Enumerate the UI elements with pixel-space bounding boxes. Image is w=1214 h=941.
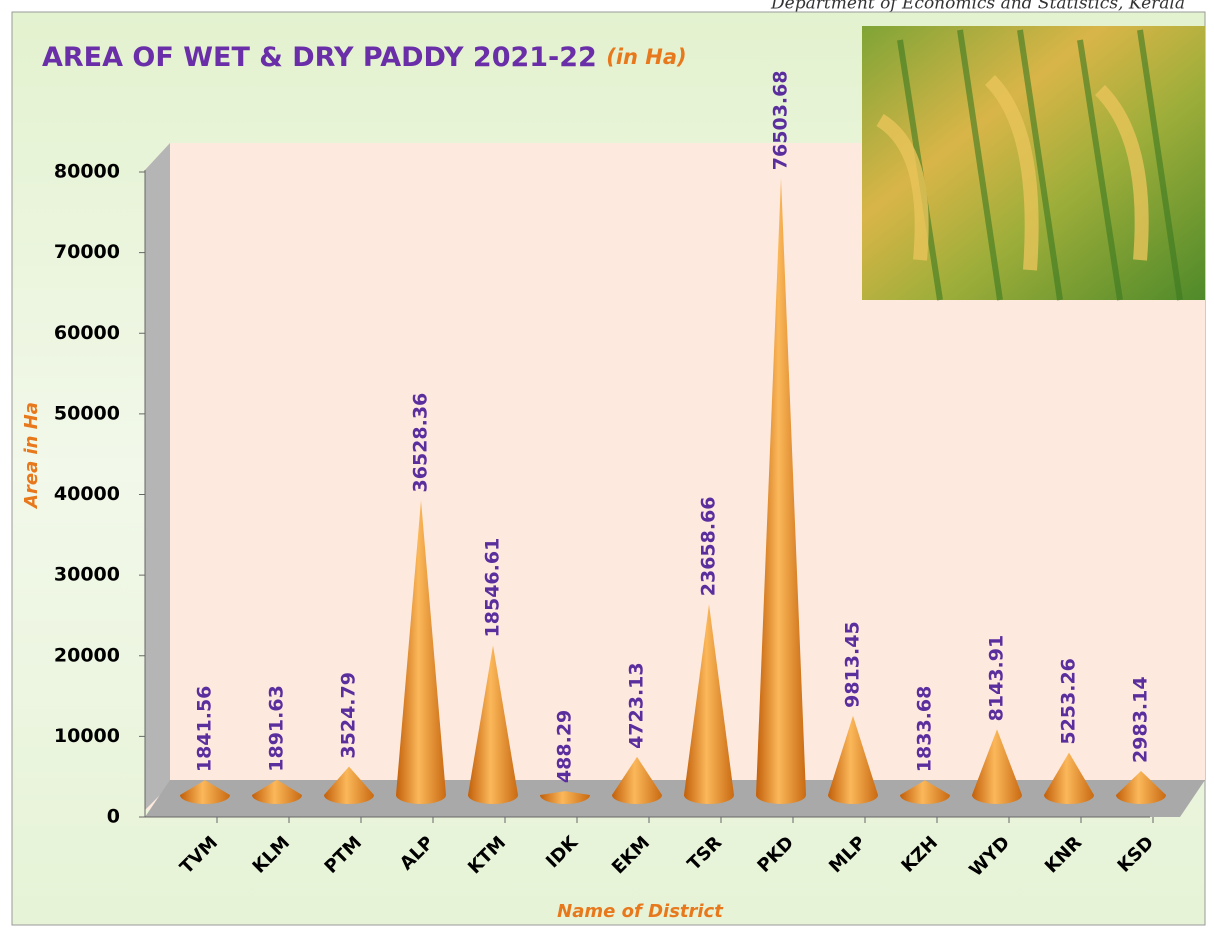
data-label: 1833.68 xyxy=(914,686,936,773)
cone xyxy=(1116,770,1166,804)
y-axis-title: Area in Ha xyxy=(21,402,42,510)
y-tick-label: 40000 xyxy=(54,483,120,505)
data-label: 3524.79 xyxy=(338,672,360,759)
y-tick-label: 10000 xyxy=(54,725,120,747)
cone xyxy=(1044,752,1094,804)
data-label: 18546.61 xyxy=(482,538,504,638)
side-wall xyxy=(145,143,170,810)
data-label: 488.29 xyxy=(554,710,576,783)
y-tick-label: 50000 xyxy=(54,402,120,424)
cone xyxy=(828,715,878,804)
y-tick-label: 60000 xyxy=(54,322,120,344)
cone xyxy=(972,729,1022,804)
x-axis-title: Name of District xyxy=(557,901,724,922)
data-label: 4723.13 xyxy=(626,662,648,749)
data-label: 5253.26 xyxy=(1058,658,1080,745)
cone xyxy=(684,604,734,804)
source: Department of Economics and Statistics, … xyxy=(770,0,1185,14)
cone xyxy=(900,780,950,804)
subtitle: (in Ha) xyxy=(606,45,686,69)
y-tick-label: 80000 xyxy=(54,161,120,183)
cone xyxy=(756,178,806,804)
data-label: 1891.63 xyxy=(266,685,288,772)
data-label: 2983.14 xyxy=(1130,676,1152,763)
y-tick-label: 30000 xyxy=(54,564,120,586)
data-label: 36528.36 xyxy=(410,393,432,493)
chart-title: AREA OF WET & DRY PADDY 2021-22 (in Ha) xyxy=(42,42,687,73)
title: AREA OF WET & DRY PADDY 2021-22 xyxy=(42,42,597,73)
data-label: 9813.45 xyxy=(842,621,864,708)
cone xyxy=(540,791,590,804)
y-tick-label: 70000 xyxy=(54,241,120,263)
y-tick-label: 20000 xyxy=(54,644,120,666)
cone xyxy=(180,780,230,804)
cone xyxy=(612,756,662,804)
cone xyxy=(468,645,518,804)
data-label: 23658.66 xyxy=(698,496,720,596)
cone xyxy=(396,500,446,804)
data-label: 8143.91 xyxy=(986,635,1008,722)
data-label: 1841.56 xyxy=(194,686,216,773)
data-label: 76503.68 xyxy=(770,70,792,170)
photo xyxy=(862,26,1205,301)
cone xyxy=(252,779,302,804)
cone xyxy=(324,766,374,804)
y-tick-label: 0 xyxy=(107,806,120,828)
